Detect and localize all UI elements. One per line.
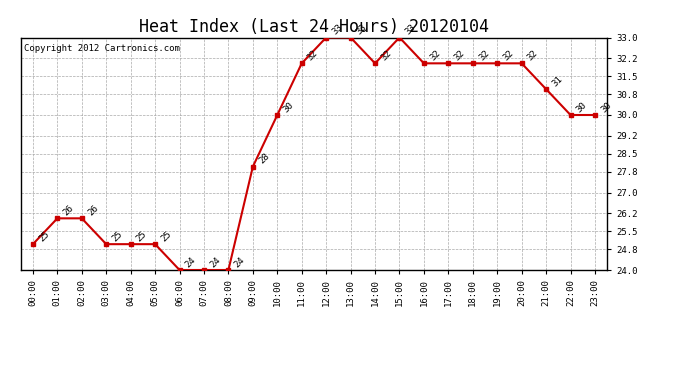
Text: 33: 33 — [331, 23, 344, 37]
Text: 25: 25 — [110, 230, 124, 243]
Text: 32: 32 — [526, 49, 540, 63]
Title: Heat Index (Last 24 Hours) 20120104: Heat Index (Last 24 Hours) 20120104 — [139, 18, 489, 36]
Text: 28: 28 — [257, 152, 271, 166]
Text: 30: 30 — [599, 100, 613, 114]
Text: 26: 26 — [86, 204, 100, 218]
Text: 31: 31 — [550, 74, 564, 88]
Text: 32: 32 — [453, 49, 466, 63]
Text: 30: 30 — [282, 100, 295, 114]
Text: 33: 33 — [404, 23, 417, 37]
Text: Copyright 2012 Cartronics.com: Copyright 2012 Cartronics.com — [23, 45, 179, 54]
Text: 32: 32 — [477, 49, 491, 63]
Text: 32: 32 — [306, 49, 320, 63]
Text: 25: 25 — [159, 230, 173, 243]
Text: 32: 32 — [502, 49, 515, 63]
Text: 33: 33 — [355, 23, 368, 37]
Text: 26: 26 — [61, 204, 75, 218]
Text: 24: 24 — [233, 255, 246, 269]
Text: 24: 24 — [208, 255, 222, 269]
Text: 24: 24 — [184, 255, 197, 269]
Text: 25: 25 — [135, 230, 149, 243]
Text: 25: 25 — [37, 230, 51, 243]
Text: 32: 32 — [428, 49, 442, 63]
Text: 30: 30 — [575, 100, 589, 114]
Text: 32: 32 — [380, 49, 393, 63]
